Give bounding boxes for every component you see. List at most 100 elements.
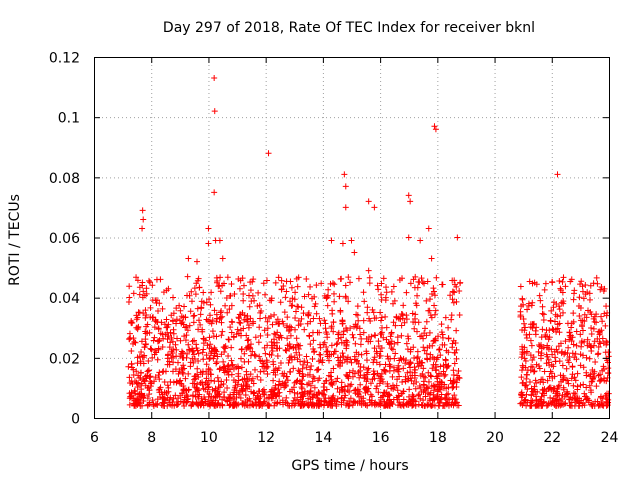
data-point: [306, 391, 313, 398]
data-point: [284, 335, 291, 342]
data-point: [203, 361, 210, 368]
data-point: [234, 326, 241, 333]
data-point: [299, 373, 306, 380]
data-point: [200, 299, 207, 306]
data-point: [279, 318, 286, 325]
data-point: [214, 277, 221, 284]
data-point: [412, 273, 419, 280]
data-point: [375, 372, 382, 379]
data-point: [588, 401, 595, 408]
data-point: [417, 395, 424, 402]
data-point: [231, 290, 238, 297]
data-point: [603, 341, 610, 348]
data-point: [414, 348, 421, 355]
data-point: [303, 276, 310, 283]
data-point: [288, 324, 295, 331]
data-point: [183, 387, 190, 394]
data-point: [531, 368, 538, 375]
data-point: [599, 402, 606, 409]
data-point: [560, 300, 567, 307]
data-point: [213, 318, 220, 325]
data-point: [394, 334, 401, 341]
data-point: [539, 310, 546, 317]
data-point: [524, 348, 530, 355]
data-point: [271, 330, 278, 337]
data-point: [540, 344, 547, 351]
data-point: [307, 341, 314, 348]
data-point: [349, 402, 356, 409]
data-point: [375, 286, 382, 293]
data-point: [263, 395, 270, 402]
data-point: [285, 327, 292, 334]
data-point: [245, 336, 252, 343]
data-point: [330, 365, 337, 372]
data-point: [216, 366, 223, 373]
data-point: [378, 345, 385, 352]
data-point: [252, 352, 259, 359]
data-point: [454, 234, 461, 241]
data-point: [161, 321, 168, 328]
data-point: [559, 362, 566, 369]
data-point: [211, 402, 218, 409]
data-point: [330, 318, 337, 325]
data-point: [431, 302, 438, 309]
data-point: [230, 395, 237, 402]
y-axis-label: ROTI / TECUs: [7, 194, 23, 286]
data-point: [264, 370, 271, 377]
data-point: [535, 348, 542, 355]
data-point: [256, 402, 263, 409]
data-point: [407, 400, 414, 407]
data-point: [533, 361, 540, 368]
data-point: [588, 325, 595, 332]
data-point: [217, 309, 224, 316]
data-point: [450, 371, 457, 378]
data-point: [353, 349, 360, 356]
data-point: [221, 348, 228, 355]
data-point: [397, 315, 404, 322]
data-point: [164, 394, 171, 401]
data-point: [131, 402, 138, 409]
data-point: [428, 402, 435, 409]
data-point: [213, 311, 220, 318]
data-point: [147, 279, 154, 286]
data-point: [236, 391, 243, 398]
data-point: [310, 373, 317, 380]
data-point: [289, 295, 296, 302]
data-point: [340, 353, 347, 360]
data-point: [298, 384, 305, 391]
data-point: [278, 286, 285, 293]
data-point: [571, 374, 578, 381]
data-point: [343, 371, 350, 378]
data-point: [377, 348, 384, 355]
data-point: [182, 314, 189, 321]
data-point: [402, 360, 409, 367]
data-point: [267, 388, 274, 395]
data-point: [324, 294, 331, 301]
data-point: [407, 360, 414, 367]
data-point: [574, 370, 581, 377]
data-point: [132, 339, 139, 346]
data-point: [339, 240, 346, 247]
data-point: [316, 329, 323, 336]
data-point: [395, 392, 402, 399]
data-point: [330, 290, 337, 297]
data-point: [131, 338, 138, 345]
data-point: [226, 336, 233, 343]
data-point: [196, 284, 203, 291]
y-tick-label: 0.06: [49, 231, 80, 247]
data-point: [295, 367, 302, 374]
data-point: [390, 283, 397, 290]
data-point: [445, 402, 452, 409]
data-point: [573, 328, 580, 335]
data-point: [170, 346, 177, 353]
data-point: [304, 402, 311, 409]
data-point: [263, 365, 270, 372]
data-point: [357, 363, 364, 370]
data-point: [292, 326, 299, 333]
data-point: [329, 402, 336, 409]
data-point: [563, 365, 570, 372]
data-point: [577, 317, 584, 324]
data-point: [140, 288, 147, 295]
data-point: [222, 343, 229, 350]
data-point: [139, 207, 146, 214]
